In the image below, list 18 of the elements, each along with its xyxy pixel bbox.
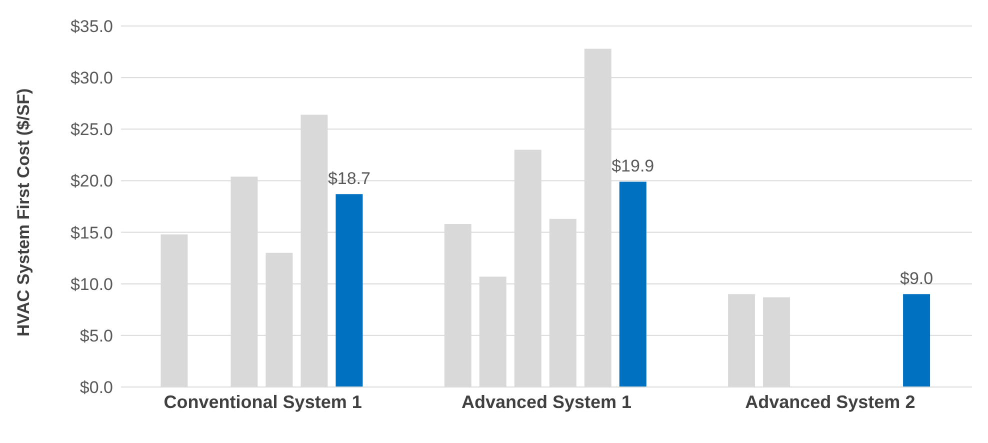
y-tick-label: $0.0 — [80, 378, 113, 398]
y-tick-label: $25.0 — [70, 120, 113, 140]
x-tick-label: Advanced System 1 — [461, 392, 632, 412]
y-axis-title: HVAC System First Cost ($/SF) — [14, 88, 34, 336]
data-label: $19.9 — [612, 156, 654, 176]
y-tick-label: $15.0 — [70, 223, 113, 242]
y-tick-label: $30.0 — [70, 68, 113, 88]
bar — [336, 194, 363, 387]
x-tick-label: Advanced System 2 — [745, 392, 916, 412]
y-tick-label: $10.0 — [70, 274, 113, 294]
y-tick-label: $20.0 — [70, 172, 113, 191]
data-label: $9.0 — [900, 269, 934, 288]
bar — [619, 182, 646, 387]
y-tick-label: $35.0 — [70, 17, 113, 36]
y-tick-label: $5.0 — [80, 326, 113, 346]
bar — [903, 294, 930, 387]
x-tick-label: Conventional System 1 — [164, 392, 362, 412]
data-label: $18.7 — [328, 169, 370, 188]
